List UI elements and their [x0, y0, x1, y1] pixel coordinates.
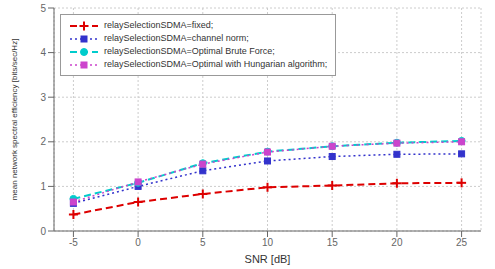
- svg-text:1: 1: [40, 181, 46, 192]
- svg-text:3: 3: [40, 92, 46, 103]
- svg-text:2: 2: [40, 136, 46, 147]
- svg-text:mean network spectral efficien: mean network spectral efficiency [bits/s…: [10, 39, 19, 201]
- html-text:relaySelectionSDMA=channel nor: relaySelectionSDMA=channel norm;: [104, 33, 249, 43]
- html-text:relaySelectionSDMA=Optimal Bru: relaySelectionSDMA=Optimal Brute Force;: [104, 46, 275, 56]
- svg-text:5: 5: [200, 237, 206, 248]
- svg-text:15: 15: [327, 237, 339, 248]
- svg-text:5: 5: [40, 3, 46, 14]
- svg-text:-5: -5: [69, 237, 78, 248]
- svg-text:20: 20: [391, 237, 403, 248]
- svg-text:0: 0: [40, 226, 46, 237]
- svg-text:10: 10: [262, 237, 274, 248]
- svg-text:4: 4: [40, 47, 46, 58]
- html-text:relaySelectionSDMA=Optimal wit: relaySelectionSDMA=Optimal with Hungaria…: [104, 59, 328, 69]
- svg-text:0: 0: [135, 237, 141, 248]
- svg-text:SNR [dB]: SNR [dB]: [245, 253, 291, 265]
- html-text:relaySelectionSDMA=fixed;: relaySelectionSDMA=fixed;: [104, 20, 214, 30]
- svg-text:25: 25: [456, 237, 468, 248]
